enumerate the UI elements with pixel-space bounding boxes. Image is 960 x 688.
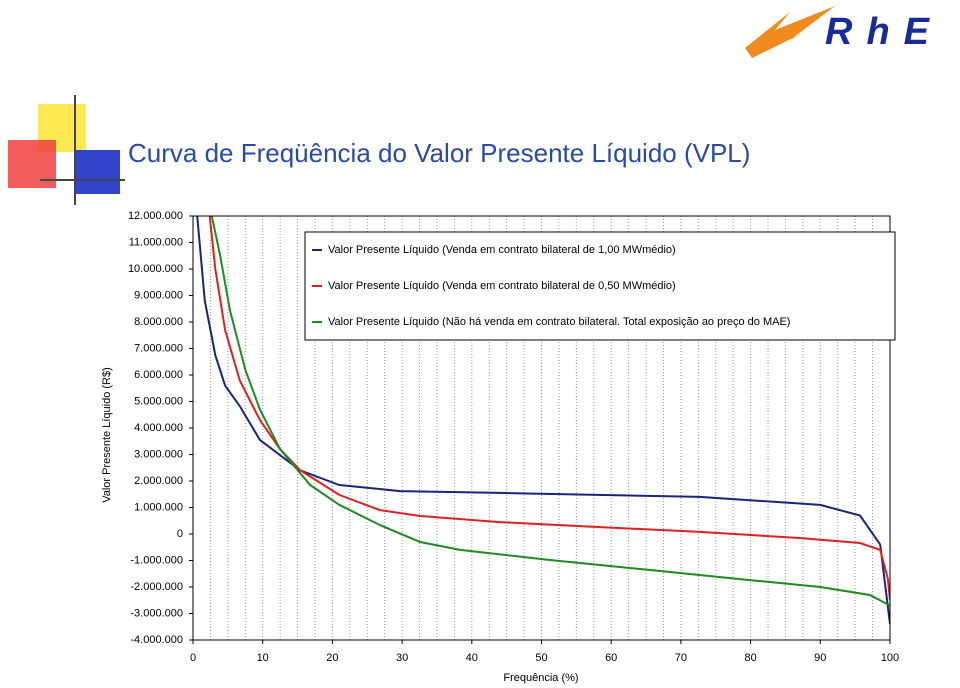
y-tick-label: 7.000.000 <box>134 342 183 354</box>
y-tick-label: 1.000.000 <box>134 501 183 513</box>
x-tick-label: 20 <box>326 652 338 664</box>
x-tick-label: 70 <box>675 652 687 664</box>
legend-label: Valor Presente Líquido (Venda em contrat… <box>328 280 676 292</box>
y-tick-label: 10.000.000 <box>128 263 183 275</box>
logo-bolt <box>745 6 835 58</box>
legend <box>304 231 896 341</box>
y-tick-label: -2.000.000 <box>130 581 183 593</box>
x-tick-label: 50 <box>535 652 547 664</box>
x-tick-label: 0 <box>190 652 196 664</box>
y-tick-label: 5.000.000 <box>134 395 183 407</box>
y-tick-label: -1.000.000 <box>130 554 183 566</box>
y-tick-label: -3.000.000 <box>130 607 183 619</box>
x-tick-label: 100 <box>881 652 899 664</box>
legend-label: Valor Presente Líquido (Não há venda em … <box>328 316 790 328</box>
x-tick-label: 10 <box>257 652 269 664</box>
y-tick-label: 2.000.000 <box>134 475 183 487</box>
y-tick-label: 3.000.000 <box>134 448 183 460</box>
x-axis-label: Frequência (%) <box>503 672 578 684</box>
x-tick-label: 40 <box>466 652 478 664</box>
y-tick-label: 6.000.000 <box>134 369 183 381</box>
x-tick-label: 90 <box>814 652 826 664</box>
chart-title: Curva de Freqüência do Valor Presente Lí… <box>128 138 750 168</box>
x-tick-label: 60 <box>605 652 617 664</box>
y-tick-label: 0 <box>177 528 183 540</box>
logo-text: RhE <box>825 11 943 53</box>
x-tick-label: 80 <box>744 652 756 664</box>
y-tick-label: 11.000.000 <box>129 236 183 248</box>
series-line <box>208 216 890 601</box>
y-tick-label: 8.000.000 <box>134 316 183 328</box>
x-tick-label: 30 <box>396 652 408 664</box>
y-tick-label: 9.000.000 <box>134 289 183 301</box>
y-tick-label: -4.000.000 <box>130 634 183 646</box>
series-line <box>210 216 890 607</box>
series-line <box>196 216 890 625</box>
y-tick-label: 4.000.000 <box>134 422 183 434</box>
deco-blue <box>76 150 120 194</box>
y-axis-label: Valor Presente Líquido (R$) <box>101 367 113 503</box>
legend-label: Valor Presente Líquido (Venda em contrat… <box>328 244 676 256</box>
y-tick-label: 12.000.000 <box>128 210 183 222</box>
